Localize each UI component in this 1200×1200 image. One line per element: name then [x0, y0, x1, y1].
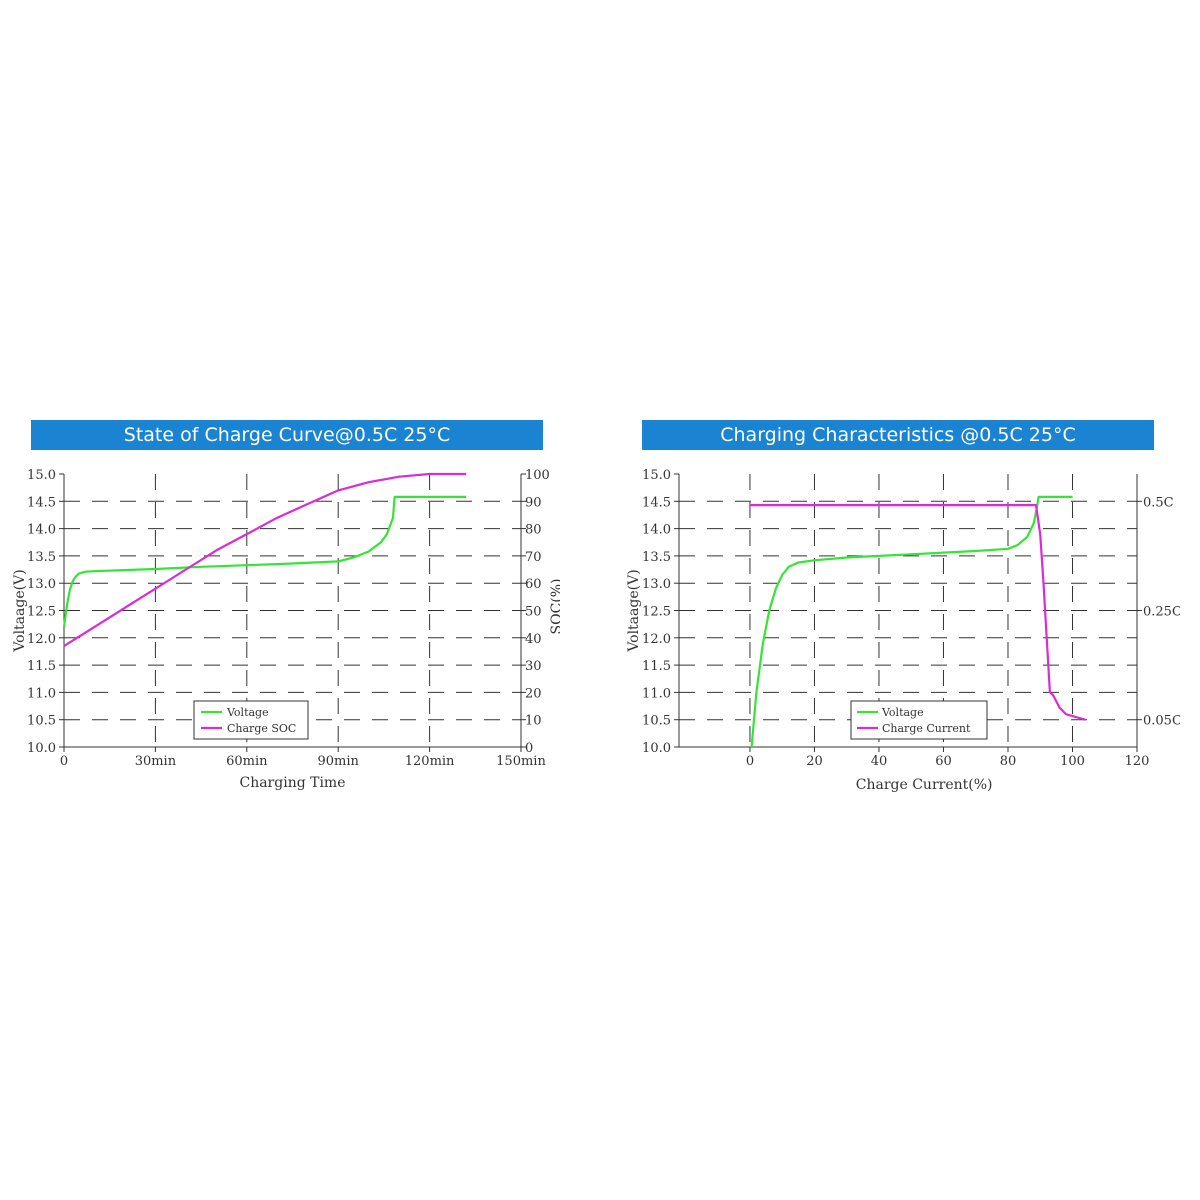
x-tick-label: 30min	[135, 754, 177, 769]
y-tick-label: 10.5	[27, 714, 56, 729]
y2-tick-label: 0.5C	[1143, 495, 1174, 510]
x-tick-label: 150min	[496, 754, 546, 769]
y-tick-label: 11.0	[27, 686, 56, 701]
x-tick-label: 60	[935, 754, 952, 769]
y2-tick-label: 0.25C	[1143, 605, 1180, 620]
y2-tick-label: 40	[525, 632, 542, 647]
x-axis-label: Charging Time	[239, 775, 345, 791]
x-tick-label: 80	[1000, 754, 1017, 769]
y-tick-label: 15.0	[642, 468, 671, 483]
legend: Voltage Charge Current	[850, 700, 988, 740]
y2-tick-label: 10	[525, 714, 542, 729]
y-tick-label: 13.5	[27, 550, 56, 565]
x-tick-label: 0	[60, 754, 68, 769]
y2-tick-label: 20	[525, 686, 542, 701]
x-tick-label: 60min	[226, 754, 268, 769]
series-line	[63, 472, 467, 647]
x-axis-label: Charge Current(%)	[856, 777, 993, 793]
y-tick-label: 12.0	[27, 632, 56, 647]
y-tick-label: 15.0	[27, 468, 56, 483]
y-tick-label: 10.0	[642, 741, 671, 756]
chart-title: Charging Characteristics @0.5C 25°C	[642, 420, 1154, 450]
legend-label: Charge Current	[882, 722, 971, 735]
legend-box	[193, 700, 309, 740]
y-tick-label: 12.5	[642, 605, 671, 620]
y2-tick-label: 70	[525, 550, 542, 565]
legend-box	[850, 700, 988, 740]
y2-axis-label: SOC(%)	[549, 578, 560, 634]
series-line	[62, 495, 467, 628]
x-tick-label: 120	[1125, 754, 1150, 769]
y-tick-label: 13.0	[642, 577, 671, 592]
y-axis-label: Voltaage(V)	[626, 569, 642, 652]
y-tick-label: 13.0	[27, 577, 56, 592]
legend-label: Voltage	[226, 706, 269, 719]
y2-tick-label: 90	[525, 495, 542, 510]
series-line	[750, 495, 1073, 748]
legend-label: Voltage	[881, 706, 924, 719]
soc-chart: 10.0 10.5 11.0 11.5 12.0 12.5 13.0 13.5 14.0 14.5…	[12, 468, 560, 791]
chart-title: State of Charge Curve@0.5C 25°C	[31, 420, 543, 450]
y2-tick-label: 0	[525, 741, 533, 756]
x-tick-label: 0	[746, 754, 754, 769]
y2-tick-label: 50	[525, 605, 542, 620]
y-tick-label: 14.5	[642, 495, 671, 510]
y-tick-label: 11.5	[27, 659, 56, 674]
charging-characteristics-chart: 10.0 10.5 11.0 11.5 12.0 12.5 13.0 13.5 14.0 14.5…	[626, 468, 1180, 793]
y-tick-label: 14.0	[27, 523, 56, 538]
x-tick-label: 40	[871, 754, 888, 769]
x-tick-label: 20	[806, 754, 823, 769]
y-tick-label: 10.0	[27, 741, 56, 756]
y2-tick-label: 60	[525, 577, 542, 592]
y2-tick-label: 30	[525, 659, 542, 674]
x-tick-label: 120min	[405, 754, 455, 769]
y-tick-label: 14.0	[642, 523, 671, 538]
legend: Voltage Charge SOC	[193, 700, 309, 740]
y-tick-label: 12.5	[27, 605, 56, 620]
legend-label: Charge SOC	[227, 722, 296, 735]
y2-tick-label: 80	[525, 523, 542, 538]
y-axis-label: Voltaage(V)	[12, 569, 28, 652]
y-tick-label: 14.5	[27, 495, 56, 510]
x-tick-label: 100	[1060, 754, 1085, 769]
y-tick-label: 10.5	[642, 714, 671, 729]
y2-tick-label: 100	[525, 468, 550, 483]
y-tick-label: 13.5	[642, 550, 671, 565]
y-tick-label: 11.0	[642, 686, 671, 701]
y-tick-label: 11.5	[642, 659, 671, 674]
y2-tick-label: 0.05C	[1143, 714, 1180, 729]
series-line	[750, 503, 1086, 721]
x-tick-label: 90min	[317, 754, 359, 769]
y-tick-label: 12.0	[642, 632, 671, 647]
